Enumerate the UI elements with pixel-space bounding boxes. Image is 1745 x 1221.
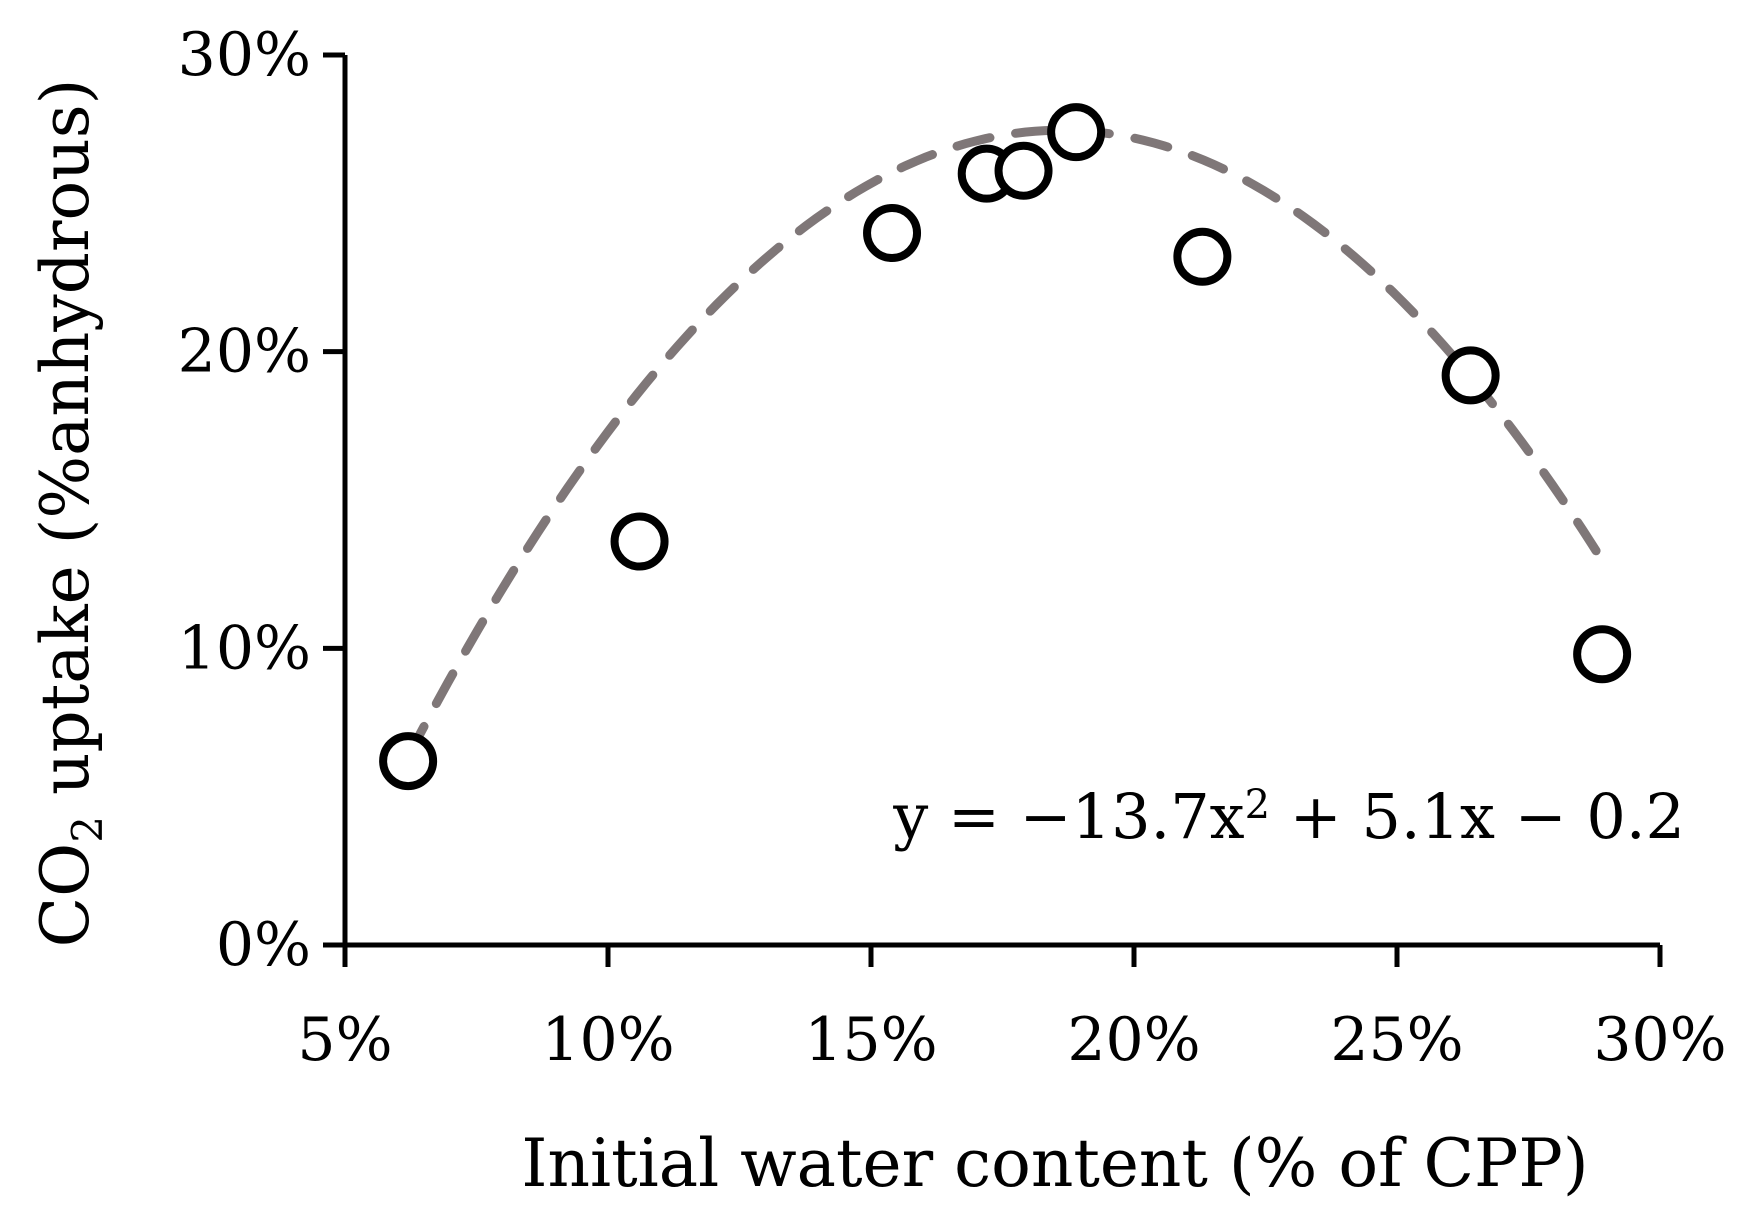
trendline-equation: y = −13.7x2 + 5.1x − 0.2 — [892, 780, 1685, 853]
x-tick-label: 25% — [1330, 1005, 1463, 1075]
data-point — [1441, 346, 1500, 405]
equation-prefix: y = −13.7x — [892, 780, 1244, 853]
y-axis-title: CO2 uptake (%anhydrous) — [27, 79, 112, 948]
data-points — [379, 103, 1632, 791]
x-tick-label: 20% — [1067, 1005, 1200, 1075]
data-point — [863, 204, 922, 262]
data-point — [610, 512, 669, 571]
x-tick-label: 15% — [804, 1005, 937, 1075]
y-tick-label: 10% — [178, 613, 311, 683]
y-tick-label: 0% — [216, 910, 311, 980]
data-point — [1573, 625, 1632, 684]
y-axis-title-main: CO — [27, 843, 104, 948]
y-axis-title-rest: uptake (%anhydrous) — [27, 79, 104, 816]
y-axis-title-subscript: 2 — [63, 816, 112, 843]
x-tick-label: 5% — [297, 1005, 392, 1075]
trendline-path — [403, 125, 1607, 762]
y-tick-label: 30% — [178, 20, 311, 90]
equation-superscript: 2 — [1245, 782, 1270, 828]
equation-suffix: + 5.1x − 0.2 — [1270, 780, 1685, 853]
y-tick-label: 20% — [178, 317, 311, 387]
trendline-layer — [403, 125, 1607, 762]
data-point — [1047, 103, 1106, 162]
x-tick-label: 30% — [1593, 1005, 1726, 1075]
x-axis-title: Initial water content (% of CPP) — [521, 1125, 1588, 1202]
data-point — [994, 141, 1053, 200]
data-point — [379, 732, 438, 791]
data-point — [1173, 227, 1232, 286]
axes: 0% 10% 20% 30% 5% 10% 15% 20% 25% 30% — [178, 20, 1727, 1075]
x-tick-label: 10% — [541, 1005, 674, 1075]
